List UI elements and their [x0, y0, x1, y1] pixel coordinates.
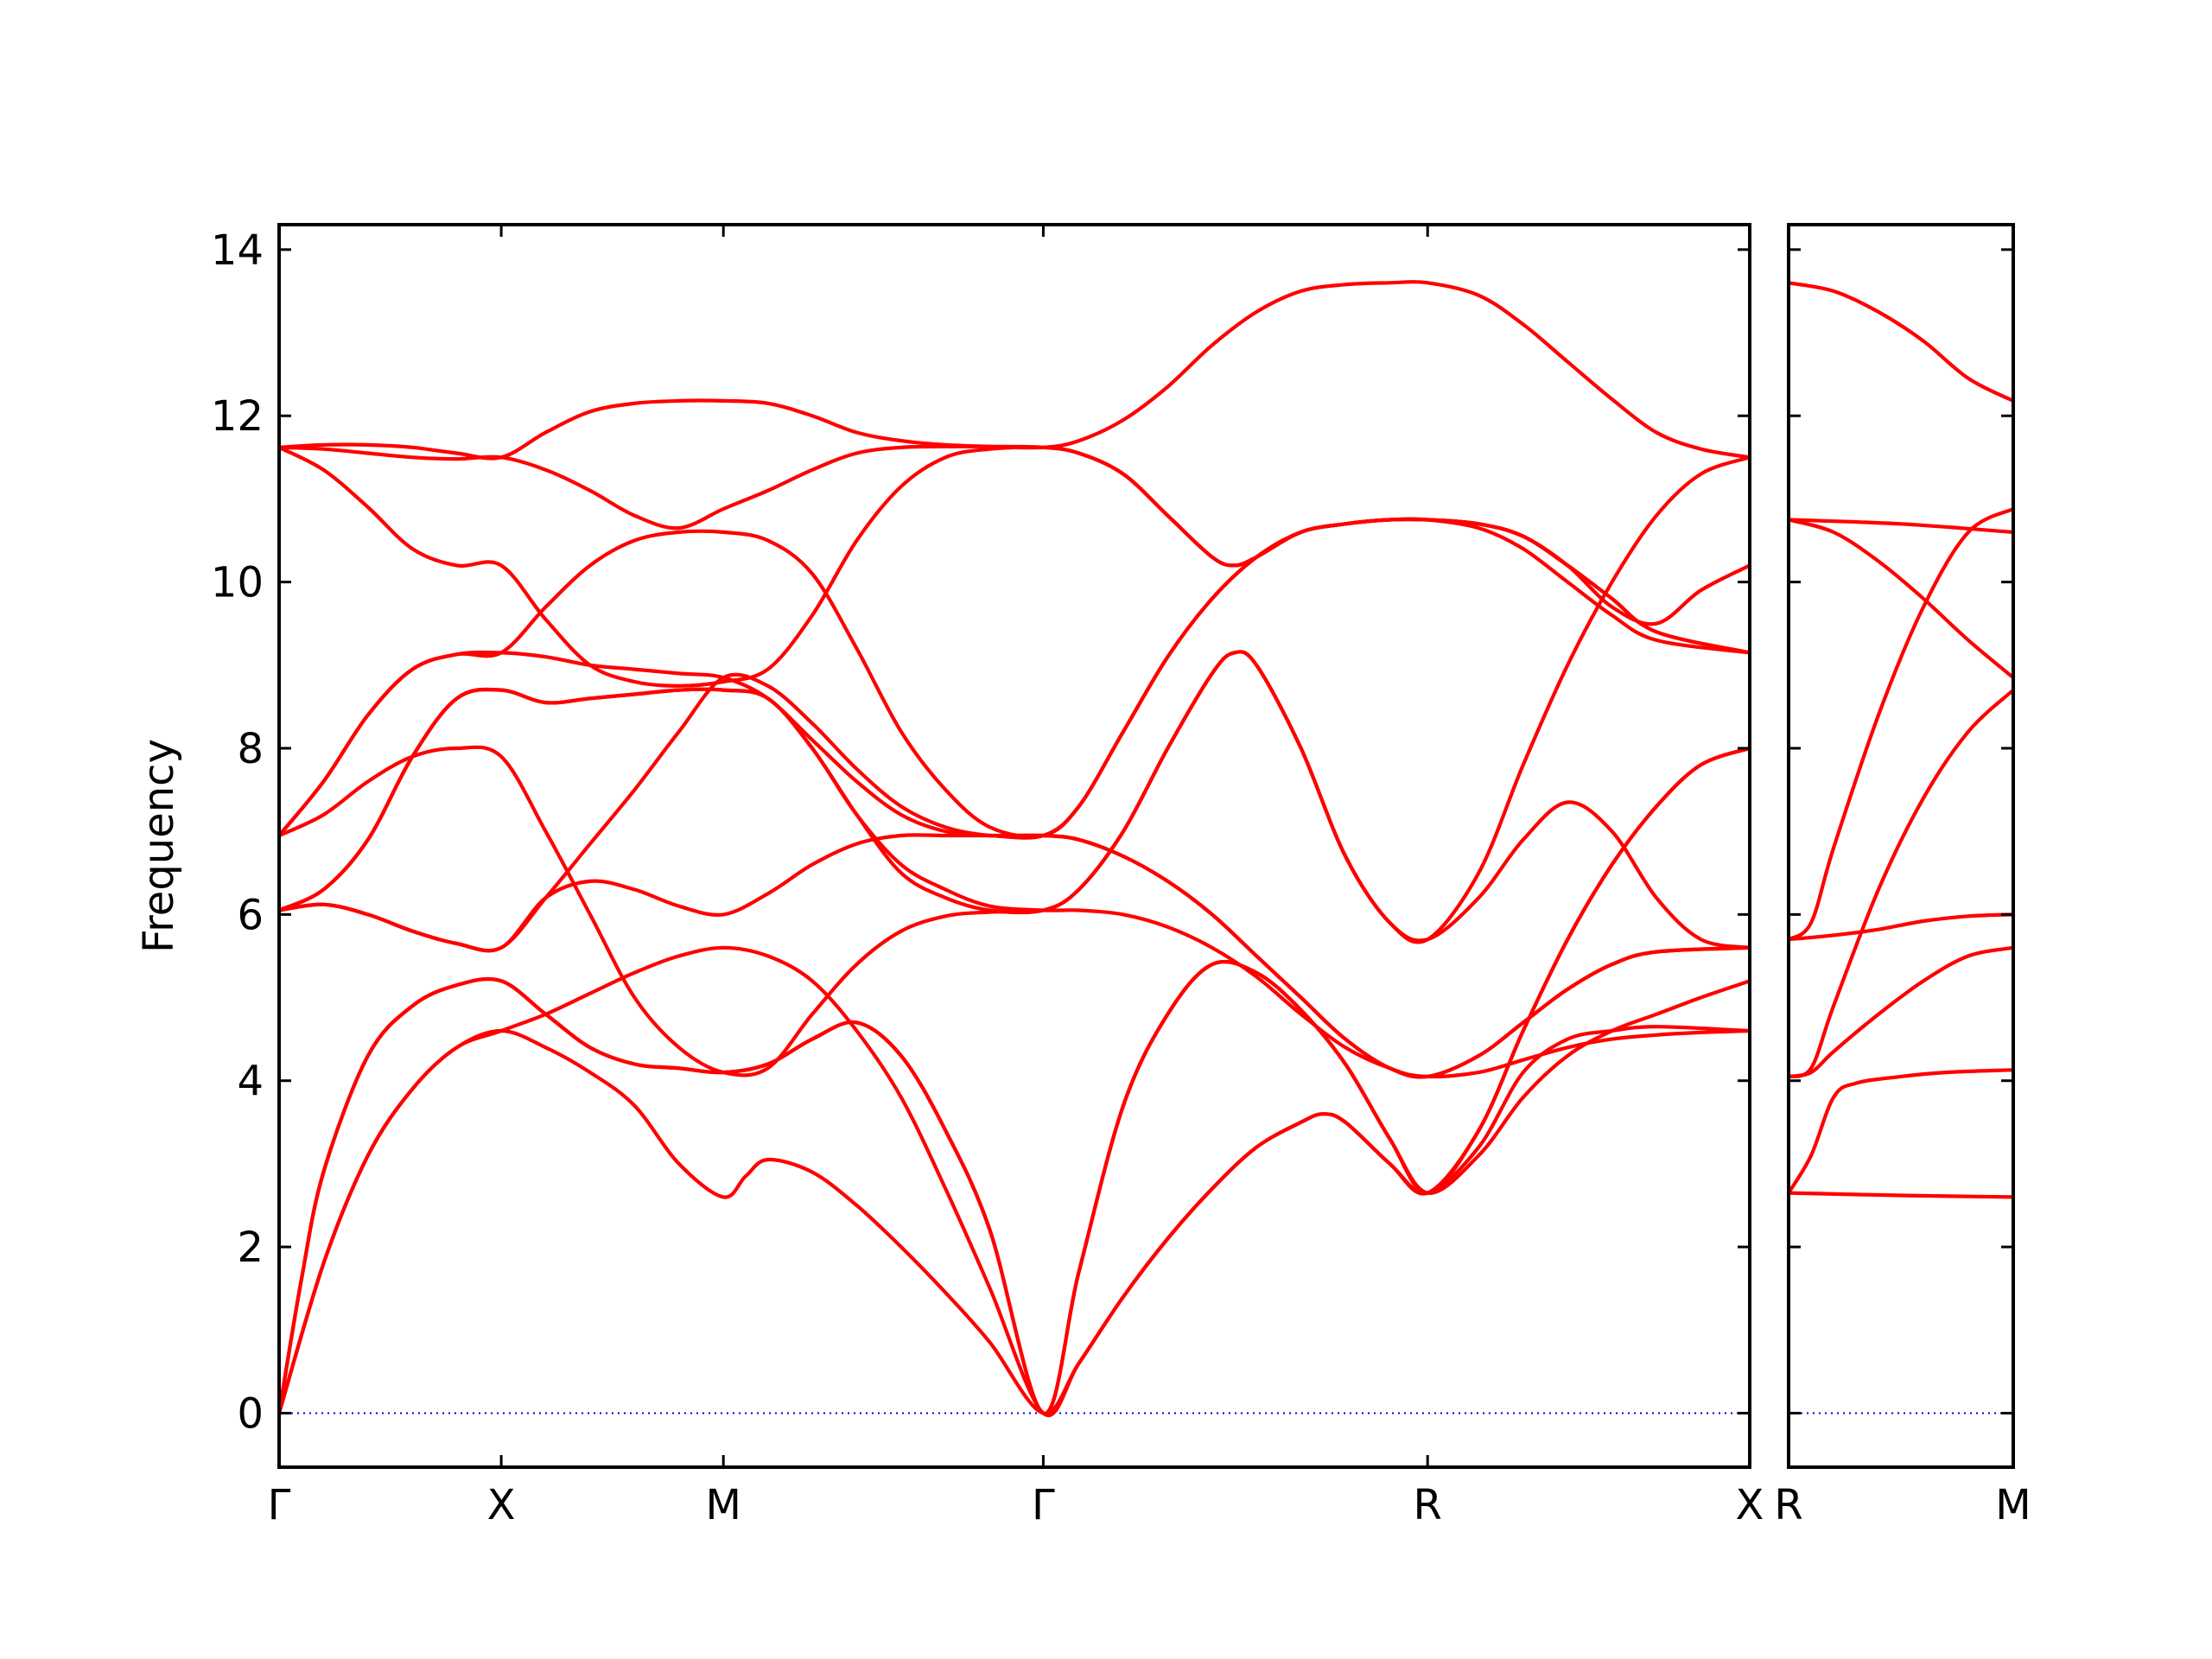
y-tick-label: 0	[237, 1389, 264, 1438]
x-tick-label-1: R	[1774, 1481, 1802, 1529]
band-line-1-13	[279, 444, 1750, 655]
band-line-2-8	[1789, 518, 2013, 534]
x-tick-label-1: Γ	[268, 1481, 291, 1529]
x-tick-label-3: M	[705, 1481, 741, 1529]
panel-frame	[1787, 223, 2015, 1469]
band-line-1-12	[279, 445, 1750, 688]
band-line-1-9	[279, 455, 1750, 1077]
band-line-1-4	[279, 746, 1750, 1417]
bands-group	[1789, 281, 2013, 1199]
y-tick-label: 12	[211, 392, 264, 441]
band-line-2-1	[1789, 1191, 2013, 1199]
x-tick-label-5: R	[1414, 1481, 1442, 1529]
y-tick-label: 2	[237, 1224, 264, 1272]
band-line-1-8	[279, 650, 1750, 950]
band-line-2-3	[1789, 945, 2013, 1078]
band-line-2-6	[1789, 506, 2013, 942]
x-tick-label-6: X	[1736, 1481, 1764, 1529]
x-tick-label-2: M	[1995, 1481, 2031, 1529]
band-line-1-10	[279, 517, 1750, 840]
band-line-1-3	[279, 746, 1750, 1415]
band-line-2-7	[1789, 518, 2013, 680]
band-line-2-4	[1789, 688, 2013, 1078]
band-line-1-11	[279, 517, 1750, 839]
band-line-1-6	[279, 833, 1750, 1079]
x-tick-label-2: X	[487, 1481, 516, 1529]
y-tick-label: 10	[211, 559, 264, 607]
y-tick-label: 14	[211, 226, 264, 275]
y-tick-label: 8	[237, 725, 264, 773]
band-line-2-9	[1789, 281, 2013, 403]
bands-group	[279, 280, 1750, 1417]
y-axis-label: Frequency	[135, 739, 183, 953]
band-line-2-2	[1789, 1068, 2013, 1195]
panel-frame	[277, 223, 1751, 1469]
band-line-1-14	[279, 280, 1750, 461]
band-line-2-5	[1789, 912, 2013, 942]
panel-1: 0 2 4 6 8 10 12 14 Γ X M Γ R X	[211, 223, 1764, 1529]
y-tick-label: 6	[237, 891, 264, 939]
x-tick-label-4: Γ	[1032, 1481, 1055, 1529]
y-tick-label: 4	[237, 1058, 264, 1106]
